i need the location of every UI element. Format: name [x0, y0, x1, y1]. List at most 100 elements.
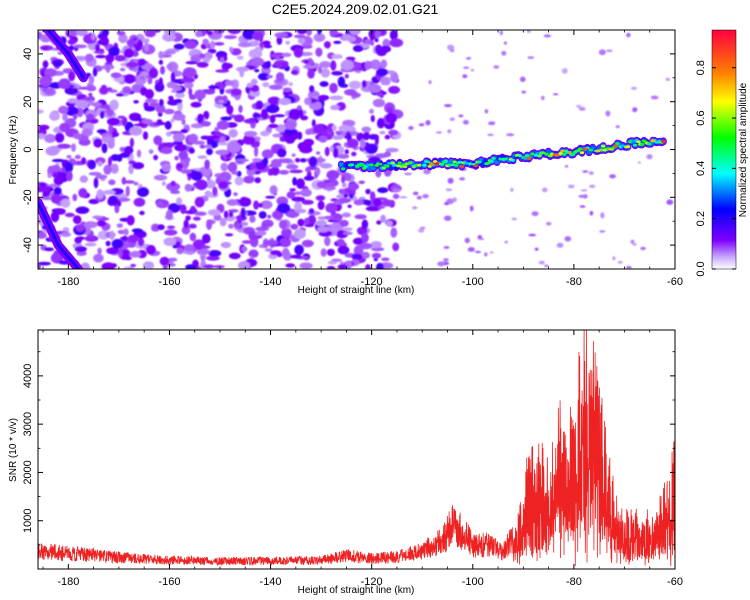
noise-blob: [342, 227, 353, 232]
noise-blob: [180, 169, 192, 174]
noise-blob: [373, 198, 382, 207]
noise-blob: [204, 39, 210, 46]
noise-blob: [206, 148, 213, 156]
noise-blob: [289, 188, 297, 192]
noise-blob: [121, 177, 127, 185]
y-tick-label: 2000: [22, 460, 34, 484]
noise-blob: [183, 219, 189, 229]
noise-blob: [227, 30, 242, 35]
noise-blob: [365, 188, 371, 195]
noise-blob: [219, 217, 227, 227]
trace-core: [340, 167, 346, 171]
noise-blob: [412, 206, 418, 210]
noise-blob: [147, 76, 153, 85]
noise-blob: [612, 256, 616, 261]
x-tick-label: -120: [361, 276, 383, 288]
noise-blob: [195, 30, 203, 38]
x-tick-label: -80: [566, 276, 582, 288]
noise-blob: [133, 100, 139, 104]
trace-core: [632, 143, 638, 147]
noise-blob: [38, 264, 41, 269]
noise-blob: [296, 178, 305, 190]
noise-blob: [352, 237, 365, 245]
noise-blob: [291, 69, 299, 75]
noise-blob: [467, 247, 475, 252]
noise-blob: [57, 143, 71, 149]
noise-blob: [293, 34, 306, 39]
noise-blob: [227, 161, 238, 173]
noise-blob: [268, 123, 279, 129]
trace-peak: [429, 162, 435, 166]
trace-core: [601, 144, 606, 148]
noise-blob: [351, 253, 363, 260]
trace-core: [615, 142, 620, 146]
noise-blob: [313, 33, 326, 42]
trace-core: [454, 164, 459, 167]
noise-blob: [81, 128, 93, 137]
trace-core: [381, 166, 386, 170]
trace-core: [365, 163, 371, 167]
trace-core: [533, 154, 539, 157]
noise-blob: [297, 218, 305, 227]
noise-blob: [174, 98, 183, 104]
noise-blob: [118, 247, 123, 259]
noise-blob: [73, 113, 78, 120]
noise-blob: [97, 161, 103, 167]
noise-blob: [276, 148, 287, 158]
noise-blob: [630, 86, 638, 90]
noise-blob: [102, 189, 116, 195]
noise-blob: [219, 171, 232, 182]
noise-blob: [374, 30, 381, 39]
heatmap-panel: -180 -160 -140 -120 -100 -80 -60 -40 -20 0 20 40 H…: [8, 29, 683, 296]
noise-blob: [97, 230, 110, 240]
noise-blob: [324, 215, 334, 220]
noise-blob: [598, 49, 606, 56]
heatmap-y-axis-label: Frequency (Hz): [8, 116, 19, 185]
noise-blob: [370, 241, 382, 249]
noise-blob: [299, 262, 313, 269]
noise-blob: [233, 114, 245, 123]
trace-core: [477, 160, 482, 164]
noise-blob: [338, 124, 352, 132]
x-tick-label: -180: [57, 576, 79, 588]
noise-blob: [317, 66, 323, 74]
noise-blob: [185, 215, 191, 221]
noise-blob: [371, 252, 382, 259]
noise-blob: [422, 194, 429, 199]
noise-blob: [317, 30, 322, 35]
noise-blob: [180, 204, 187, 215]
noise-blob: [372, 98, 386, 108]
noise-blob: [74, 246, 87, 253]
trace-core: [560, 149, 565, 153]
noise-blob: [249, 215, 256, 223]
noise-blob: [443, 246, 450, 249]
noise-blob: [300, 158, 307, 163]
noise-blob: [327, 260, 338, 265]
noise-blob: [324, 146, 330, 157]
noise-blob: [123, 228, 128, 236]
noise-blob: [388, 85, 401, 94]
noise-blob: [94, 43, 100, 52]
noise-blob: [144, 42, 149, 52]
noise-blob: [423, 169, 431, 175]
noise-blob: [97, 247, 102, 255]
noise-blob: [319, 61, 332, 69]
noise-blob: [76, 236, 85, 240]
noise-blob: [270, 158, 282, 168]
noise-blob: [305, 30, 313, 36]
noise-blob: [511, 217, 517, 221]
noise-blob: [589, 210, 594, 216]
noise-blob: [228, 211, 234, 218]
y-tick-label: -40: [22, 237, 34, 253]
noise-blob: [161, 147, 173, 155]
noise-blob: [351, 151, 357, 157]
noise-blob: [194, 211, 207, 216]
x-tick-label: -180: [57, 276, 79, 288]
noise-blob: [117, 229, 126, 235]
noise-blob: [207, 209, 221, 216]
noise-blob: [359, 138, 366, 149]
x-tick-label: -80: [566, 576, 582, 588]
noise-blob: [269, 114, 276, 124]
noise-blob: [123, 266, 135, 269]
